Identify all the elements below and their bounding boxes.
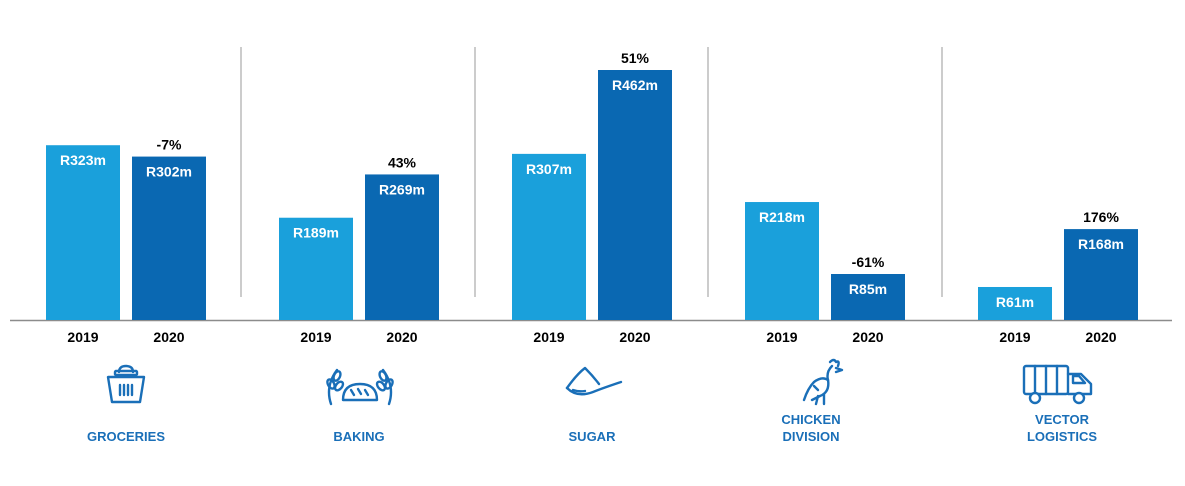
bar-value-label: R218m (759, 209, 805, 225)
segment-name-line: DIVISION (782, 429, 840, 444)
bar-value-label: R168m (1078, 236, 1124, 252)
segment-name: SUGAR (512, 428, 672, 445)
change-percent-label: 51% (621, 50, 650, 66)
bar-value-label: R307m (526, 161, 572, 177)
bar-value-label: R61m (996, 294, 1034, 310)
truck-icon (1021, 362, 1095, 411)
bar-value-label: R323m (60, 152, 106, 168)
segment-name-line: BAKING (333, 429, 385, 444)
segment-name-line: CHICKEN (781, 412, 841, 427)
year-tick-label: 2020 (386, 329, 417, 345)
change-percent-label: 43% (388, 154, 417, 170)
segment-name-line: VECTOR (1035, 412, 1089, 427)
bar-value-label: R269m (379, 181, 425, 197)
segment-name: BAKING (279, 428, 439, 445)
year-tick-label: 2019 (766, 329, 797, 345)
change-percent-label: -7% (157, 137, 182, 153)
bar-2020 (831, 274, 905, 320)
segment-name-line: GROCERIES (86, 429, 165, 444)
bar-2019 (46, 145, 120, 320)
bar-value-label: R302m (146, 164, 192, 180)
year-tick-label: 2020 (619, 329, 650, 345)
year-tick-label: 2020 (852, 329, 883, 345)
sugar-spoon-icon (563, 362, 625, 407)
bar-2020 (365, 174, 439, 320)
segment-name-line: LOGISTICS (1026, 429, 1098, 444)
year-tick-label: 2019 (533, 329, 564, 345)
segment-name: GROCERIES (46, 428, 206, 445)
year-tick-label: 2019 (999, 329, 1030, 345)
wheat-bread-icon (323, 364, 397, 413)
segment-name: VECTOR LOGISTICS (982, 411, 1142, 445)
bar-2019 (512, 153, 586, 320)
bar-2019 (745, 202, 819, 320)
change-percent-label: -61% (852, 254, 885, 270)
year-tick-label: 2020 (1085, 329, 1116, 345)
bar-2019 (978, 286, 1052, 320)
year-tick-label: 2019 (67, 329, 98, 345)
year-tick-label: 2020 (153, 329, 184, 345)
change-percent-label: 176% (1083, 209, 1119, 225)
chicken-icon (800, 356, 844, 411)
basket-icon (104, 362, 148, 411)
segment-name-line: SUGAR (568, 429, 616, 444)
segment-name: CHICKEN DIVISION (731, 411, 891, 445)
bar-2019 (279, 217, 353, 320)
bar-value-label: R189m (293, 225, 339, 241)
bar-2020 (132, 156, 206, 320)
bar-value-label: R462m (612, 77, 658, 93)
bar-2020 (598, 70, 672, 320)
bar-2020 (1064, 229, 1138, 320)
year-tick-label: 2019 (300, 329, 331, 345)
bar-value-label: R85m (849, 281, 887, 297)
